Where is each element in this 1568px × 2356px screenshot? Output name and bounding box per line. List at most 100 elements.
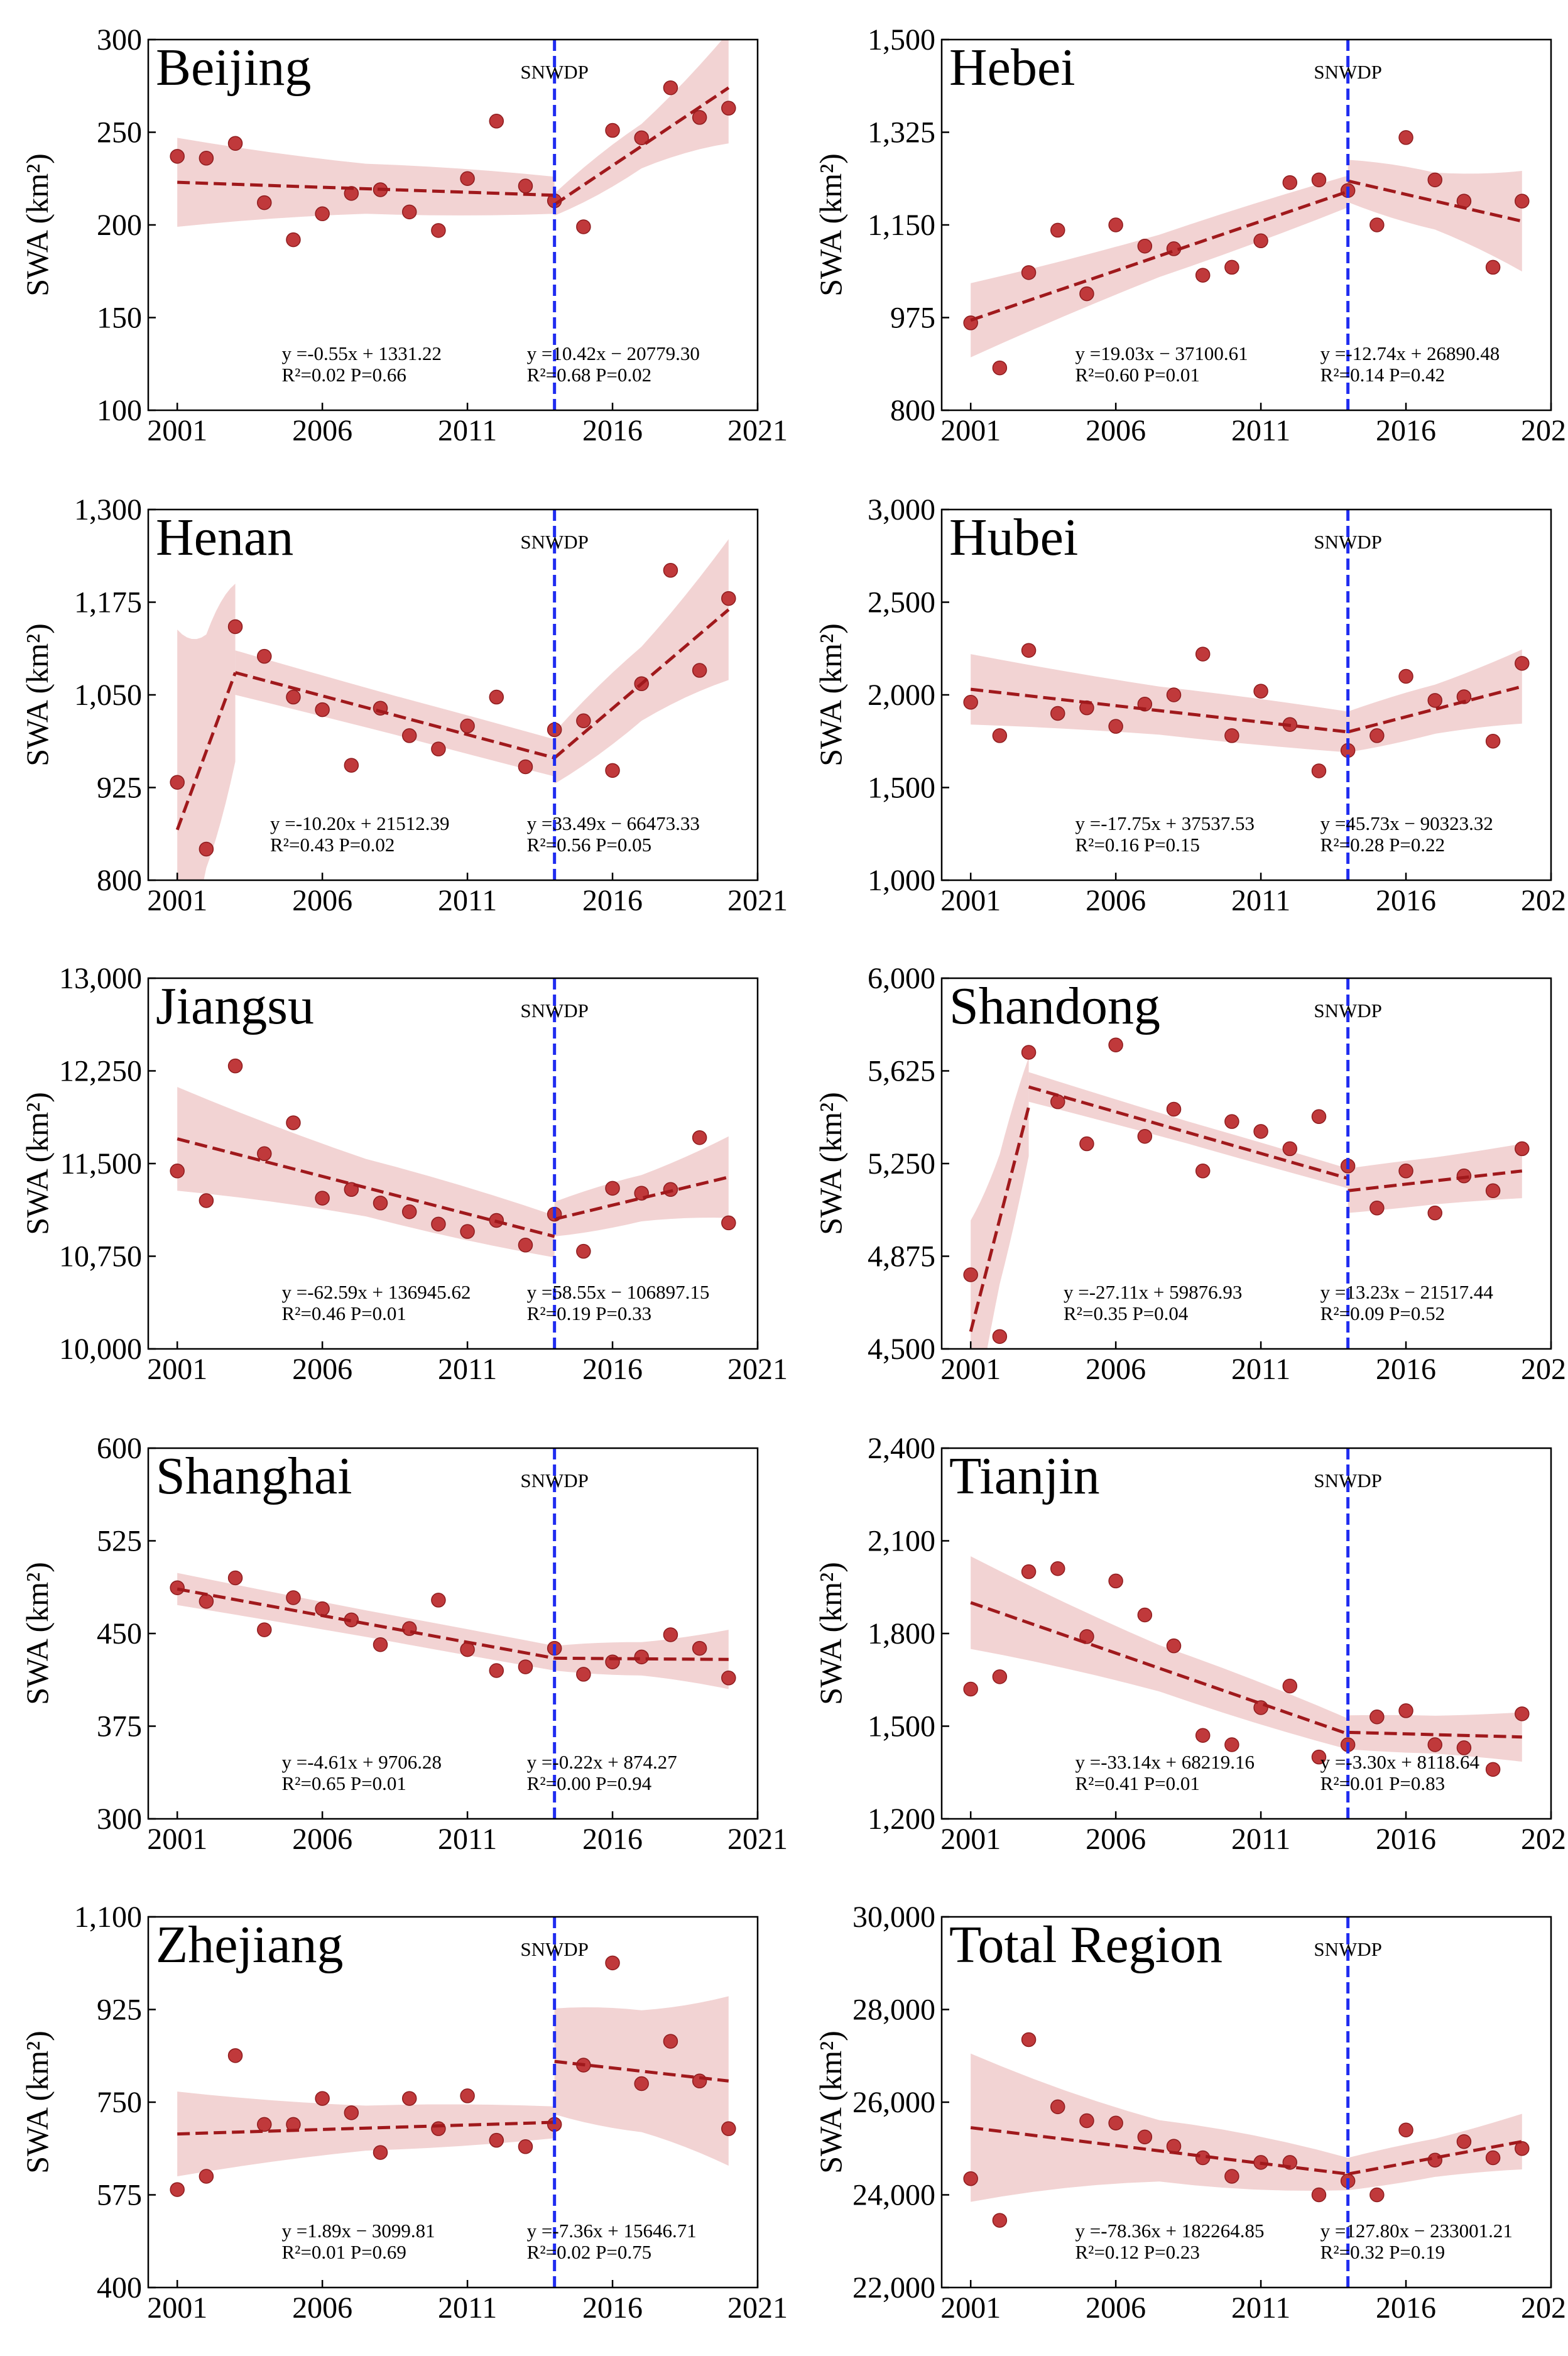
chart-panel-shanghai: 300 375 450 525 600 2001 2006 2011 2016 2021 SWA (… <box>19 1432 788 1856</box>
data-point <box>315 1601 330 1617</box>
snwdp-label: SNWDP <box>520 61 589 83</box>
panel-title: Hubei <box>949 508 1078 567</box>
plot-area <box>963 643 1530 778</box>
data-point <box>992 1329 1008 1344</box>
data-point <box>315 2091 330 2106</box>
x-tick-label: 2006 <box>292 1823 352 1856</box>
stats-post: R²=0.14 P=0.42 <box>1320 364 1445 386</box>
y-tick-label: 400 <box>97 2271 142 2304</box>
data-point <box>1311 763 1327 778</box>
confidence-band <box>1348 2113 1522 2191</box>
data-point <box>721 591 736 606</box>
x-tick-label: 2016 <box>1376 1353 1436 1386</box>
y-tick-label: 2,000 <box>868 679 935 712</box>
equation-post: y =13.23x − 21517.44 <box>1320 1281 1494 1303</box>
confidence-band <box>177 1087 555 1258</box>
data-point <box>1224 1737 1239 1752</box>
x-tick-label: 2006 <box>292 884 352 917</box>
data-point <box>518 1659 533 1674</box>
data-point <box>489 1663 504 1678</box>
snwdp-label: SNWDP <box>520 1938 589 1960</box>
data-point <box>663 563 678 578</box>
data-point <box>227 1058 243 1074</box>
data-point <box>315 702 330 717</box>
y-tick-label: 3,000 <box>868 493 935 526</box>
x-tick-label: 2021 <box>1521 1823 1568 1856</box>
data-point <box>286 689 301 705</box>
data-point <box>1485 2150 1501 2166</box>
data-point <box>199 841 214 857</box>
data-point <box>1137 2129 1153 2145</box>
data-point <box>1137 1128 1153 1144</box>
trend-line <box>970 190 1349 322</box>
plot-area <box>963 1556 1530 1777</box>
equation-post: y =-0.22x + 874.27 <box>527 1751 677 1773</box>
confidence-band <box>177 2091 555 2176</box>
y-axis-label: SWA (km²) <box>813 2031 848 2174</box>
y-tick-label: 2,100 <box>868 1525 935 1558</box>
y-axis-label: SWA (km²) <box>19 1092 55 1235</box>
data-point <box>1515 1141 1530 1157</box>
y-tick-label: 975 <box>890 302 935 335</box>
data-point <box>401 2091 417 2106</box>
y-tick-label: 100 <box>97 394 142 427</box>
stats-pre: R²=0.35 P=0.04 <box>1064 1302 1189 1324</box>
data-point <box>1369 1201 1385 1216</box>
chart-panel-zhejiang: 400 575 750 925 1,100 2001 2006 2011 2016 2021 SWA… <box>19 1901 788 2325</box>
data-point <box>605 763 620 778</box>
y-tick-label: 1,500 <box>868 1710 935 1743</box>
data-point <box>518 178 533 194</box>
confidence-band <box>971 2053 1348 2202</box>
confidence-band <box>235 650 555 777</box>
plot-area <box>963 1037 1530 1349</box>
x-tick-label: 2021 <box>1521 1353 1568 1386</box>
y-tick-label: 6,000 <box>868 962 935 995</box>
data-point <box>1398 1703 1413 1718</box>
data-point <box>663 2034 678 2049</box>
data-point <box>1137 238 1153 254</box>
data-point <box>1456 1740 1472 1755</box>
y-tick-label: 2,500 <box>868 586 935 619</box>
confidence-band <box>971 1556 1348 1750</box>
panel-title: Tianjin <box>949 1447 1100 1505</box>
data-point <box>1079 1629 1094 1644</box>
x-tick-label: 2021 <box>727 1823 788 1856</box>
y-tick-label: 10,750 <box>59 1240 142 1273</box>
data-point <box>1369 728 1385 743</box>
data-point <box>431 223 446 238</box>
trend-line <box>554 1656 729 1661</box>
data-point <box>1108 217 1123 232</box>
data-point <box>1427 172 1442 188</box>
confidence-band <box>177 1573 555 1671</box>
stats-post: R²=0.09 P=0.52 <box>1320 1302 1445 1324</box>
stats-post: R²=0.01 P=0.83 <box>1320 1772 1445 1794</box>
trend-line <box>553 86 730 206</box>
data-point <box>1224 1114 1239 1129</box>
data-point <box>373 1637 388 1652</box>
data-point <box>257 1146 272 1162</box>
data-point <box>605 123 620 138</box>
x-tick-label: 2011 <box>438 1823 497 1856</box>
y-tick-label: 1,300 <box>74 493 142 526</box>
y-tick-label: 11,500 <box>60 1147 142 1181</box>
data-point <box>663 80 678 95</box>
data-point <box>227 2048 243 2063</box>
stats-post: R²=0.00 P=0.94 <box>527 1772 652 1794</box>
y-axis-label: SWA (km²) <box>813 1092 848 1235</box>
plot-area <box>170 1955 736 2197</box>
y-tick-label: 2,400 <box>868 1432 935 1465</box>
plot-area <box>170 40 736 248</box>
chart-panel-hebei: 800 975 1,150 1,325 1,500 2001 2006 2011 2016 202… <box>813 23 1568 447</box>
data-point <box>605 1181 620 1196</box>
plot-area <box>170 1570 736 1689</box>
y-tick-label: 375 <box>97 1710 142 1743</box>
equation-pre: y =1.89x − 3099.81 <box>281 2220 435 2242</box>
x-tick-label: 2021 <box>1521 414 1568 447</box>
y-tick-label: 1,800 <box>868 1617 935 1650</box>
x-tick-label: 2001 <box>940 1353 1001 1386</box>
y-tick-label: 1,050 <box>74 679 142 712</box>
confidence-band <box>1348 1712 1522 1762</box>
confidence-band <box>971 175 1348 357</box>
data-point <box>460 2088 475 2103</box>
